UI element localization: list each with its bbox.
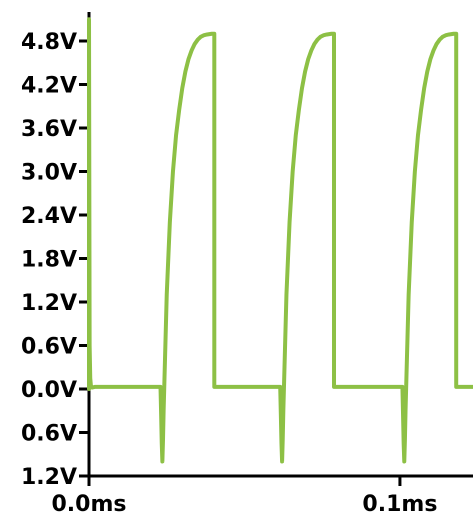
- y-tick-label: 1.2V: [21, 465, 77, 490]
- y-tick-label: 2.4V: [21, 204, 77, 229]
- y-tick-label: 1.2V: [21, 291, 77, 316]
- y-tick-label: 4.2V: [21, 74, 77, 99]
- series-line: [87, 17, 473, 464]
- y-tick-label: 0.0V: [21, 378, 77, 403]
- x-ticks: 0.0ms 0.1ms: [52, 476, 437, 517]
- series-layer: [87, 17, 473, 464]
- y-tick-label: 0.6V: [21, 422, 77, 447]
- y-tick-label: 3.6V: [21, 117, 77, 142]
- y-tick-label: 3.0V: [21, 161, 77, 186]
- y-tick-label: 4.8V: [21, 30, 77, 55]
- x-tick-label: 0.0ms: [52, 492, 127, 517]
- y-ticks: 4.8V 4.2V 3.6V 3.0V 2.4V 1.8V 1.2V 0.6V 0.0V 0.6V…: [21, 30, 89, 490]
- y-tick-label: 0.6V: [21, 335, 77, 360]
- x-tick-label: 0.1ms: [362, 492, 437, 517]
- y-tick-label: 1.8V: [21, 248, 77, 273]
